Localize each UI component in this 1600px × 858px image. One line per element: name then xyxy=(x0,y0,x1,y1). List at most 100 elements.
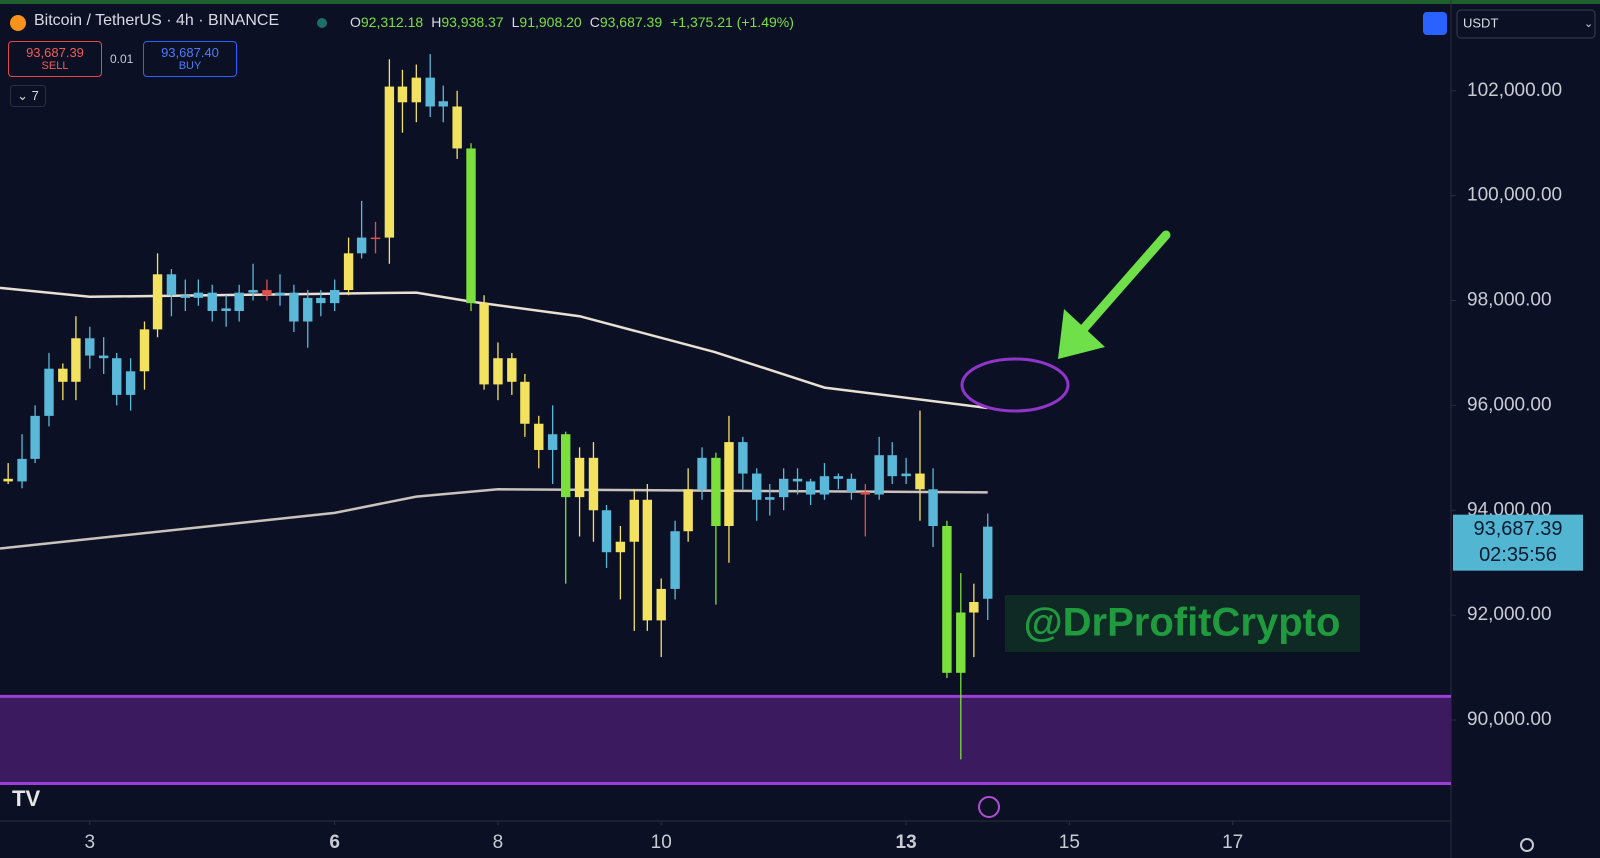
candle-body xyxy=(125,371,136,395)
candle-body xyxy=(956,612,966,673)
x-tick-label: 3 xyxy=(85,832,96,853)
x-tick-label: 13 xyxy=(896,832,917,853)
settings-icon[interactable] xyxy=(1520,838,1534,852)
candle-body xyxy=(874,455,884,495)
ohlc-key: L xyxy=(511,14,520,30)
ohlc-value: 93,938.37 xyxy=(441,14,504,30)
candle-body xyxy=(262,290,272,296)
candle-body xyxy=(466,148,476,304)
buy-button[interactable]: 93,687.40 BUY xyxy=(143,41,237,77)
candle-body xyxy=(805,481,816,495)
candle-body xyxy=(166,274,177,296)
badge-price: 93,687.39 xyxy=(1474,518,1563,540)
candle-body xyxy=(738,442,748,474)
marks xyxy=(0,54,1456,825)
candle-body xyxy=(601,510,612,553)
candle-body xyxy=(370,237,381,240)
candle-body xyxy=(928,489,938,526)
sell-button[interactable]: 93,687.39 SELL xyxy=(8,41,102,77)
badge-countdown: 02:35:56 xyxy=(1479,544,1557,566)
candle-body xyxy=(343,253,354,291)
candle-body xyxy=(275,292,285,296)
candle-body xyxy=(152,274,163,330)
x-tick-label: 15 xyxy=(1059,832,1080,853)
candle-body xyxy=(942,525,952,673)
candle-body xyxy=(289,292,299,322)
candle-body xyxy=(507,358,517,382)
sell-label: SELL xyxy=(41,60,69,72)
candle-body xyxy=(656,588,666,621)
candle-body xyxy=(792,478,803,482)
x-tick-label: 17 xyxy=(1222,832,1243,853)
ohlc-value: 92,312.18 xyxy=(360,14,424,30)
candle-body xyxy=(356,237,367,254)
ohlc-legend: O92,312.18 H93,938.37 L91,908.20 C93,687.39… xyxy=(350,14,802,30)
top-strip xyxy=(0,0,1600,4)
candle-body xyxy=(588,457,599,511)
candle-body xyxy=(85,338,95,356)
support-zone xyxy=(0,696,1451,784)
candle-body xyxy=(30,415,40,459)
symbol-title: Bitcoin / TetherUS · 4h · BINANCE xyxy=(34,12,280,29)
x-tick-label: 6 xyxy=(329,832,340,853)
candle-body xyxy=(411,77,422,103)
candle-body xyxy=(493,358,503,385)
y-tick-label: 98,000.00 xyxy=(1467,290,1552,311)
ohlc-value: 93,687.39 xyxy=(599,14,663,30)
arrow-shaft xyxy=(1075,230,1171,338)
price-badge xyxy=(1453,514,1583,571)
candle-body xyxy=(303,297,313,322)
candle-body xyxy=(574,457,585,498)
x-tick-label: 10 xyxy=(651,832,672,853)
y-tick-label: 90,000.00 xyxy=(1467,709,1552,730)
candle-body xyxy=(180,295,191,298)
candle-body xyxy=(711,457,721,526)
candle-body xyxy=(846,478,857,492)
x-tick-label: 8 xyxy=(493,832,504,853)
indicator-toggle[interactable]: ⌄ 7 xyxy=(10,85,46,107)
status-dot xyxy=(317,18,327,28)
candle-body xyxy=(833,476,844,479)
candle-body xyxy=(316,297,326,304)
dropdown-caret: ⌄ xyxy=(1584,18,1593,30)
candle-body xyxy=(670,531,680,589)
sell-price: 93,687.39 xyxy=(26,45,84,60)
y-tick-label: 96,000.00 xyxy=(1467,394,1552,415)
currency-select[interactable] xyxy=(1456,9,1596,39)
candle-body xyxy=(642,499,653,621)
buy-price: 93,687.40 xyxy=(161,45,219,60)
candle-body xyxy=(887,455,897,477)
candle-body xyxy=(384,86,395,238)
candle-body xyxy=(98,355,109,359)
candle-body xyxy=(520,381,530,424)
candle-body xyxy=(234,292,244,312)
candle-body xyxy=(547,434,558,450)
ohlc-key: H xyxy=(431,14,442,30)
candle-body xyxy=(438,101,448,107)
annotation-bg xyxy=(1005,595,1360,652)
candle-body xyxy=(112,358,122,395)
candle-body xyxy=(44,368,54,416)
candle-body xyxy=(452,106,462,149)
candle-body xyxy=(860,491,870,495)
candle-body xyxy=(765,497,775,500)
candle-body xyxy=(534,423,544,450)
bitcoin-icon xyxy=(10,15,26,31)
sync-button[interactable] xyxy=(1423,12,1447,35)
candle-body xyxy=(778,478,789,498)
candle-body xyxy=(221,308,231,312)
candle-body xyxy=(58,368,68,382)
ohlc-value: 91,908.20 xyxy=(519,14,582,30)
candle-body xyxy=(397,86,408,103)
candle-body xyxy=(17,458,27,482)
candle-body xyxy=(561,434,571,498)
y-tick-label: 92,000.00 xyxy=(1467,604,1552,625)
spread: 0.01 xyxy=(110,52,134,66)
candle-body xyxy=(479,303,489,385)
candle-body xyxy=(329,290,340,304)
candle-body xyxy=(697,457,707,490)
candle-body xyxy=(425,77,435,107)
candle-body xyxy=(683,489,693,532)
replay-icon[interactable] xyxy=(978,796,1000,818)
